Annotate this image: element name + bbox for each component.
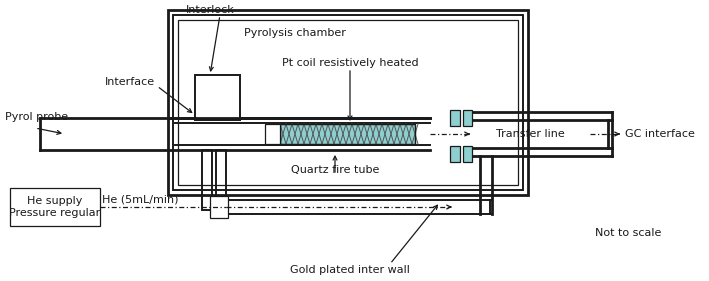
Bar [463,146,472,162]
Bar [463,110,472,126]
Text: Interface: Interface [105,77,155,87]
Bar [280,124,415,144]
Text: Gold plated inter wall: Gold plated inter wall [290,265,410,275]
Text: Interlock: Interlock [186,5,235,15]
Bar [168,10,528,195]
Text: Transfer line: Transfer line [496,129,564,139]
Bar [195,75,240,120]
Text: Pyrol probe: Pyrol probe [5,112,68,122]
Bar [265,124,280,144]
Text: GC interface: GC interface [625,129,695,139]
Bar [173,15,523,190]
Bar [202,150,212,210]
Text: Pt coil resistively heated: Pt coil resistively heated [281,58,418,68]
Text: Quartz fire tube: Quartz fire tube [291,165,379,175]
Text: He (5mL/min): He (5mL/min) [102,194,179,204]
Text: He supply
Pressure regular: He supply Pressure regular [9,196,101,218]
Bar [280,124,415,144]
Bar [178,20,518,185]
Bar [226,200,490,214]
Bar [10,188,100,226]
Bar [216,150,226,210]
Bar [450,146,460,162]
Bar [450,110,460,126]
Text: Not to scale: Not to scale [595,228,661,238]
Text: Pyrolysis chamber: Pyrolysis chamber [244,28,346,38]
Bar [210,196,228,218]
